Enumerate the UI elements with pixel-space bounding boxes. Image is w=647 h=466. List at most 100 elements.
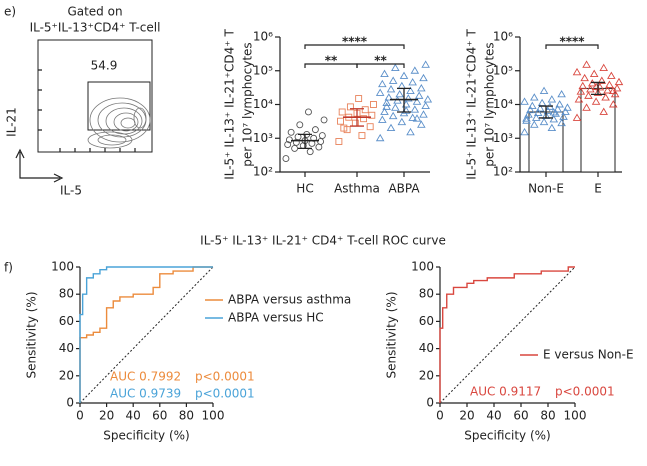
x-tick-label: 80 (540, 409, 555, 423)
point (547, 95, 557, 103)
flow-frame (37, 39, 153, 153)
auc-label: AUC 0.9739 (110, 387, 181, 401)
point (547, 123, 557, 132)
point (395, 89, 404, 98)
point (520, 97, 529, 105)
y-tick-label: 10² (493, 165, 513, 179)
point (305, 108, 312, 116)
y-tick-label: 10⁴ (493, 97, 513, 111)
point (414, 91, 424, 99)
point (296, 121, 304, 129)
gate-label: 54.9 (91, 59, 118, 73)
point (388, 111, 398, 120)
x-tick-label: 20 (99, 409, 114, 423)
y-axis-label: IL-5⁺ IL-13⁺ IL-21⁺CD4⁺ T (465, 29, 479, 180)
point (311, 126, 319, 134)
significance-label: ** (325, 54, 338, 68)
p-label: p<0.0001 (555, 385, 615, 399)
point (417, 84, 426, 92)
y-tick-label: 10⁴ (253, 97, 273, 111)
x-tick-label: ABPA (388, 182, 420, 196)
point (346, 103, 354, 111)
point (531, 113, 541, 121)
y-tick-label: 10³ (493, 131, 513, 145)
y-tick-label: 100 (411, 260, 434, 274)
point (551, 109, 561, 117)
y-tick-label: 10⁶ (253, 30, 273, 44)
point (386, 123, 396, 132)
point (391, 63, 400, 72)
point (386, 85, 396, 93)
point (285, 136, 293, 144)
x-tick-label: HC (296, 182, 313, 196)
point (530, 120, 539, 128)
x-tick-label: Asthma (334, 182, 380, 196)
significance-label: **** (342, 35, 368, 49)
point (601, 93, 610, 101)
point (340, 124, 348, 132)
error-bar (397, 87, 411, 113)
point (549, 108, 559, 116)
point (382, 98, 391, 107)
significance-bracket (304, 44, 405, 49)
point (397, 81, 407, 90)
error-bar (591, 81, 605, 95)
x-tick-label: 20 (459, 409, 474, 423)
y-axis-label: per 10⁷ lymphocytes (483, 42, 497, 166)
axes (279, 37, 430, 173)
x-tick-label: E (594, 182, 602, 196)
point (338, 108, 346, 116)
y-tick-label: 80 (59, 287, 74, 301)
point (584, 91, 593, 99)
y-tick-label: 0 (426, 396, 434, 410)
y-tick-label: 20 (59, 368, 74, 382)
point (421, 60, 430, 68)
y-tick-label: 60 (59, 314, 74, 328)
point (318, 132, 326, 140)
point (368, 111, 376, 119)
point (608, 100, 618, 108)
point (358, 132, 366, 140)
point (539, 86, 549, 95)
y-axis-label: IL-21 (5, 107, 19, 137)
point (607, 71, 616, 79)
point (361, 106, 369, 114)
x-tick-label: 40 (486, 409, 501, 423)
point (284, 141, 292, 149)
axis-arrows (19, 152, 60, 179)
point (605, 80, 614, 88)
significance-label: **** (559, 35, 585, 49)
point (603, 86, 612, 94)
significance-bracket (545, 44, 599, 49)
point (408, 113, 417, 121)
point (404, 94, 413, 102)
point (586, 85, 595, 93)
point (563, 103, 572, 111)
point (399, 71, 409, 79)
point (591, 97, 601, 105)
y-axis-label: IL-5⁺ IL-13⁺ IL-21⁺CD4⁺ T (223, 29, 237, 180)
point (410, 66, 420, 74)
auc-label: AUC 0.9117 (470, 385, 541, 399)
y-tick-label: 10⁵ (253, 63, 273, 77)
point (360, 115, 368, 123)
point (317, 138, 325, 145)
x-axis-label: IL-5 (60, 184, 82, 198)
point (417, 120, 426, 128)
point (614, 77, 624, 86)
point (608, 86, 618, 95)
auc-label: AUC 0.7992 (110, 370, 181, 384)
y-axis-label: per 10⁷ lymphocytes (241, 42, 255, 166)
x-tick-label: 100 (564, 409, 587, 423)
point (282, 155, 290, 163)
point (599, 107, 609, 115)
point (408, 78, 417, 86)
point (580, 73, 589, 82)
y-tick-label: 40 (59, 341, 74, 355)
point (378, 79, 387, 88)
point (378, 115, 387, 123)
point (582, 60, 591, 68)
point (380, 107, 389, 115)
point (522, 114, 531, 122)
